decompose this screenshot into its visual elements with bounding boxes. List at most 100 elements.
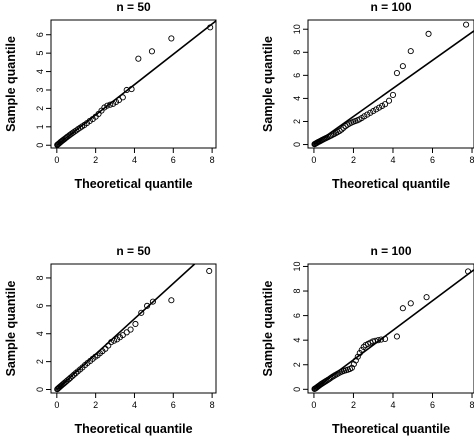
x-axis-label: Theoretical quantile bbox=[74, 422, 192, 436]
data-point bbox=[72, 370, 79, 377]
data-point bbox=[328, 374, 335, 381]
y-tick-label: 3 bbox=[35, 87, 45, 92]
data-point bbox=[119, 94, 126, 101]
y-tick-label: 0 bbox=[292, 142, 302, 147]
y-tick-label: 1 bbox=[35, 124, 45, 129]
data-point bbox=[382, 101, 389, 108]
y-tick-label: 8 bbox=[292, 50, 302, 55]
data-point bbox=[127, 326, 134, 333]
data-point bbox=[463, 21, 470, 28]
reference-line bbox=[313, 29, 474, 146]
y-tick-label: 8 bbox=[292, 289, 302, 294]
data-point bbox=[361, 113, 368, 120]
data-point bbox=[104, 102, 111, 109]
chart-title: n = 50 bbox=[116, 0, 151, 14]
data-point bbox=[108, 339, 115, 346]
data-point bbox=[372, 337, 379, 344]
data-layer bbox=[54, 20, 216, 148]
data-point bbox=[367, 109, 374, 116]
y-tick-label: 8 bbox=[35, 275, 45, 280]
x-tick-label: 2 bbox=[93, 400, 98, 410]
plot-frame bbox=[307, 19, 474, 149]
data-point bbox=[132, 320, 139, 328]
x-tick-label: 6 bbox=[430, 400, 435, 410]
y-tick-label: 4 bbox=[35, 331, 45, 336]
y-tick-label: 2 bbox=[292, 119, 302, 124]
chart-title: n = 100 bbox=[370, 244, 411, 258]
data-point bbox=[358, 346, 365, 354]
y-tick-label: 2 bbox=[292, 362, 302, 367]
data-point bbox=[148, 48, 155, 55]
x-tick-label: 8 bbox=[210, 400, 215, 410]
plot-frame bbox=[50, 19, 217, 149]
x-tick-label: 0 bbox=[311, 155, 316, 165]
data-layer bbox=[311, 268, 474, 392]
qq-panel-2: n = 100 0 2 4 6 8 0 2 4 6 8 10 Theoretical quantile S… bbox=[261, 0, 474, 191]
x-tick-label: 8 bbox=[470, 400, 474, 410]
data-point bbox=[385, 97, 393, 104]
x-tick-label: 6 bbox=[171, 400, 176, 410]
x-axis-label: Theoretical quantile bbox=[332, 422, 450, 436]
y-tick-label: 2 bbox=[35, 106, 45, 111]
y-tick-label: 6 bbox=[35, 303, 45, 308]
x-tick-label: 8 bbox=[210, 155, 215, 165]
data-point bbox=[111, 337, 118, 344]
data-point bbox=[373, 106, 380, 113]
x-tick-label: 4 bbox=[390, 155, 395, 165]
y-tick-label: 10 bbox=[292, 24, 302, 34]
x-tick-label: 0 bbox=[54, 400, 59, 410]
data-point bbox=[168, 35, 175, 42]
data-point bbox=[379, 102, 386, 109]
y-axis-label: Sample quantile bbox=[261, 281, 275, 377]
data-point bbox=[135, 55, 142, 62]
chart-title: n = 100 bbox=[370, 0, 411, 14]
qq-panel-3: n = 50 0 2 4 6 8 0 2 4 6 8 Theoretical quantile Samp… bbox=[4, 244, 217, 436]
data-point bbox=[168, 297, 175, 304]
data-point bbox=[206, 267, 213, 275]
x-tick-label: 8 bbox=[470, 155, 474, 165]
x-tick-label: 4 bbox=[132, 400, 137, 410]
data-point bbox=[378, 336, 385, 343]
data-point bbox=[382, 335, 389, 342]
y-tick-label: 10 bbox=[292, 261, 302, 271]
x-tick-label: 0 bbox=[311, 400, 316, 410]
data-layer bbox=[311, 21, 474, 148]
data-point bbox=[393, 69, 400, 77]
data-point bbox=[370, 108, 377, 115]
data-point bbox=[375, 337, 382, 344]
y-axis-label: Sample quantile bbox=[4, 281, 18, 377]
data-point bbox=[119, 332, 126, 339]
data-point bbox=[207, 24, 214, 31]
data-point bbox=[105, 342, 112, 349]
x-tick-label: 4 bbox=[132, 155, 137, 165]
data-point bbox=[138, 309, 145, 316]
data-point bbox=[393, 333, 400, 340]
x-axis-label: Theoretical quantile bbox=[74, 177, 192, 191]
y-tick-label: 4 bbox=[292, 338, 302, 343]
y-tick-label: 6 bbox=[292, 73, 302, 78]
data-point bbox=[465, 268, 472, 275]
data-point bbox=[123, 329, 130, 336]
data-point bbox=[399, 305, 406, 312]
data-point bbox=[340, 124, 347, 131]
data-point bbox=[70, 371, 77, 378]
plot-frame bbox=[50, 263, 217, 394]
y-axis-label: Sample quantile bbox=[261, 36, 275, 132]
y-tick-label: 4 bbox=[292, 96, 302, 101]
data-point bbox=[360, 343, 367, 350]
x-tick-label: 2 bbox=[93, 155, 98, 165]
qq-panel-4: n = 100 0 2 4 6 8 0 2 4 6 8 10 Theoretical quantile S… bbox=[261, 244, 474, 436]
data-point bbox=[67, 374, 74, 381]
data-point bbox=[69, 373, 76, 380]
data-point bbox=[364, 111, 371, 118]
plot-frame bbox=[307, 263, 474, 394]
data-point bbox=[407, 300, 414, 307]
reference-line bbox=[56, 20, 216, 146]
y-axis-label: Sample quantile bbox=[4, 36, 18, 132]
y-tick-label: 0 bbox=[292, 387, 302, 392]
qq-panel-1: n = 50 0 2 4 6 8 0 1 2 3 4 5 6 Theoretical quantile Sa… bbox=[4, 0, 217, 191]
data-point bbox=[423, 294, 430, 301]
y-tick-label: 6 bbox=[292, 313, 302, 318]
data-point bbox=[356, 350, 363, 357]
